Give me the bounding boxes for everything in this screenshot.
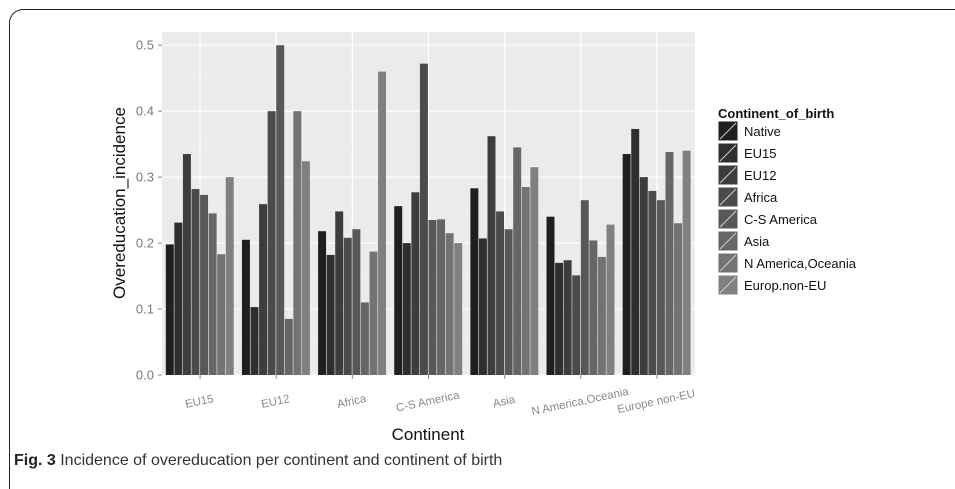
bar <box>352 229 361 375</box>
bar <box>343 237 352 375</box>
bar <box>360 302 369 375</box>
bar <box>174 222 183 375</box>
bar <box>631 128 640 375</box>
x-tick-label: EU12 <box>260 393 291 411</box>
bar <box>217 254 226 375</box>
legend-swatch-slash <box>719 232 737 250</box>
bar <box>378 71 387 375</box>
bar <box>656 200 665 375</box>
bar <box>665 152 674 375</box>
bar <box>622 154 631 375</box>
bar <box>318 231 327 375</box>
legend-swatch-slash <box>719 254 737 272</box>
bar <box>182 154 191 375</box>
legend-title: Continent_of_birth <box>718 106 834 121</box>
bar <box>674 223 683 375</box>
bar <box>419 63 428 375</box>
y-tick-label: 0.0 <box>136 368 154 383</box>
bar <box>402 243 411 375</box>
y-axis: 0.0 0.1 0.2 0.3 0.4 0.5 <box>136 38 162 383</box>
bars <box>165 45 691 376</box>
legend-swatch-slash <box>719 188 737 206</box>
bar <box>454 243 463 375</box>
x-tick-label: Africa <box>336 393 368 411</box>
legend-label: Asia <box>744 234 770 249</box>
legend-swatch-slash <box>719 122 737 140</box>
bar <box>606 224 615 375</box>
y-tick-label: 0.5 <box>136 38 154 53</box>
bar <box>639 177 648 375</box>
legend-label: Africa <box>744 190 778 205</box>
bar <box>572 275 581 375</box>
y-tick-label: 0.3 <box>136 170 154 185</box>
bar <box>478 238 487 375</box>
bar <box>597 256 606 375</box>
bar <box>470 188 479 375</box>
caption-text: Incidence of overeducation per continent… <box>60 452 503 469</box>
y-axis-title: Overeducation_incidence <box>110 107 129 299</box>
caption-label: Fig. 3 <box>14 452 56 469</box>
bar <box>267 111 276 376</box>
legend-label: EU15 <box>744 146 777 161</box>
legend-label: Europ.non-EU <box>744 278 826 293</box>
legend-label: EU12 <box>744 168 777 183</box>
figure-frame <box>9 9 955 489</box>
y-tick-label: 0.4 <box>136 104 154 119</box>
bar <box>580 200 589 375</box>
figure-caption: Fig. 3 Incidence of overeducation per co… <box>14 452 502 470</box>
bar <box>208 213 217 375</box>
bar <box>504 229 513 375</box>
x-axis-title: Continent <box>392 425 465 444</box>
bar <box>301 161 310 375</box>
bar <box>284 318 293 375</box>
legend-label: C-S America <box>744 212 818 227</box>
chart: 0.0 0.1 0.2 0.3 0.4 0.5 EU15 EU12 Africa C-S Ame… <box>110 32 857 444</box>
legend-swatch-slash <box>719 166 737 184</box>
y-tick-label: 0.1 <box>136 302 154 317</box>
bar <box>276 45 285 375</box>
bar <box>521 187 530 375</box>
bar <box>293 111 302 376</box>
bar <box>546 216 555 375</box>
x-tick-label: Asia <box>492 394 517 411</box>
bar <box>563 260 572 375</box>
bar <box>165 244 174 375</box>
bar <box>513 147 522 375</box>
legend-swatch-slash <box>719 210 737 228</box>
bar <box>326 254 335 375</box>
bar <box>241 239 250 375</box>
bar <box>369 251 378 375</box>
x-axis: EU15 EU12 Africa C-S America Asia N America,O… <box>184 375 696 418</box>
y-tick-label: 0.2 <box>136 236 154 251</box>
bar <box>648 190 657 375</box>
bar <box>335 211 344 375</box>
legend-swatch-slash <box>719 276 737 294</box>
bar <box>411 192 420 375</box>
bar <box>428 219 437 375</box>
legend-label: N America,Oceania <box>744 256 857 271</box>
bar <box>250 307 259 375</box>
bar <box>589 240 598 375</box>
bar <box>259 204 268 375</box>
x-tick-label: EU15 <box>184 393 215 411</box>
x-tick-label: N America,Oceania <box>530 386 630 418</box>
bar <box>445 233 454 375</box>
bar <box>200 194 209 375</box>
legend: Continent_of_birth Native EU15 EU12 Africa C… <box>717 106 857 296</box>
bar <box>394 206 403 375</box>
bar <box>496 211 505 375</box>
x-tick-label: C-S America <box>395 389 461 414</box>
bar <box>682 150 691 375</box>
legend-swatch-slash <box>719 144 737 162</box>
legend-label: Native <box>744 124 781 139</box>
bar <box>555 262 564 375</box>
bar <box>191 188 200 375</box>
bar <box>437 219 446 375</box>
bar <box>530 167 539 375</box>
bar <box>487 136 496 375</box>
bar <box>225 177 234 375</box>
